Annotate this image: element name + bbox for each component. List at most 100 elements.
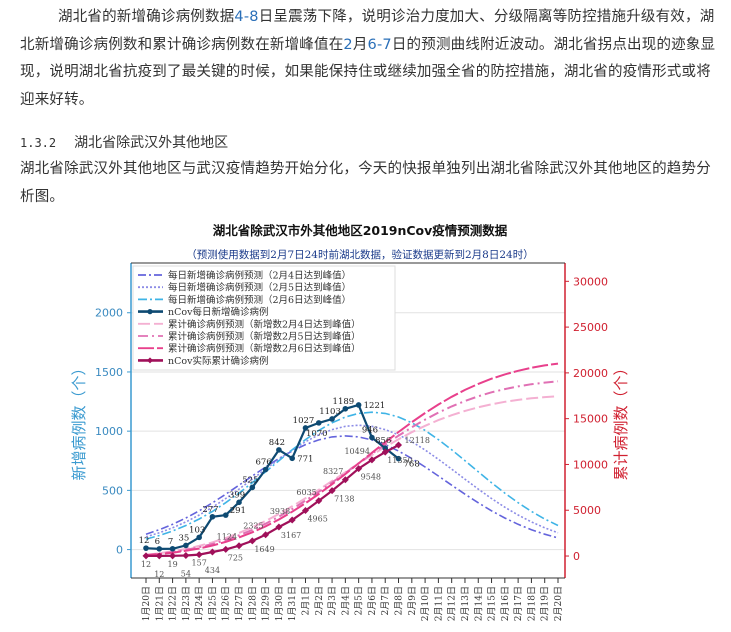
data-label: 1027 bbox=[293, 416, 315, 426]
x-tick-label: 2月5日 bbox=[354, 586, 365, 615]
x-tick-label: 2月14日 bbox=[473, 586, 484, 621]
legend-marker bbox=[147, 357, 153, 364]
data-label: 1221 bbox=[364, 401, 386, 411]
x-tick-label: 1月26日 bbox=[221, 586, 232, 621]
y-tick-label-right: 5000 bbox=[573, 504, 601, 517]
x-tick-label: 2月9日 bbox=[407, 586, 418, 615]
text-number: 2 bbox=[343, 36, 353, 53]
x-tick-label: 2月6日 bbox=[367, 586, 378, 615]
data-label: 525 bbox=[242, 475, 258, 485]
y-tick-label-left: 1000 bbox=[95, 425, 123, 438]
x-tick-label: 2月20日 bbox=[553, 586, 564, 621]
prediction-line bbox=[145, 435, 559, 539]
data-point bbox=[143, 545, 149, 551]
x-tick-label: 2月19日 bbox=[540, 586, 551, 621]
x-tick-label: 1月27日 bbox=[234, 586, 245, 621]
data-label: 3938 bbox=[270, 507, 290, 516]
legend-label: 累计确诊病例预测（新增数2月6日达到峰值） bbox=[168, 343, 361, 355]
text-number: 4-8 bbox=[234, 9, 259, 25]
data-point bbox=[182, 552, 190, 560]
prediction-line bbox=[145, 362, 559, 557]
data-label: 12 bbox=[139, 536, 150, 546]
data-label: 4965 bbox=[307, 515, 327, 524]
legend-label: 累计确诊病例预测（新增数2月4日达到峰值） bbox=[168, 318, 361, 330]
y-tick-label-right: 30000 bbox=[573, 275, 608, 288]
data-point bbox=[315, 497, 323, 505]
x-tick-label: 2月15日 bbox=[487, 586, 498, 621]
prediction-line bbox=[145, 411, 559, 540]
x-tick-label: 1月21日 bbox=[154, 586, 165, 621]
data-point bbox=[381, 448, 389, 456]
x-tick-label: 2月13日 bbox=[460, 586, 471, 621]
prediction-line bbox=[145, 424, 559, 538]
x-tick-label: 2月12日 bbox=[447, 586, 458, 621]
data-point bbox=[288, 516, 296, 524]
y-tick-label-right: 25000 bbox=[573, 321, 608, 334]
data-point bbox=[222, 512, 229, 518]
chart-container: 湖北省除武汉市外其他地区2019nCov疫情预测数据 （预测使用数据到2月7日2… bbox=[0, 215, 731, 632]
legend-label: 累计确诊病例预测（新增数2月5日达到峰值） bbox=[168, 331, 361, 343]
x-tick-label: 2月7日 bbox=[380, 586, 391, 615]
data-point bbox=[155, 552, 163, 560]
data-label: 35 bbox=[178, 533, 189, 543]
data-point bbox=[195, 551, 203, 559]
data-label: 12 bbox=[154, 570, 164, 579]
data-point bbox=[276, 447, 282, 453]
data-label: 1103 bbox=[319, 407, 341, 417]
data-label: 291 bbox=[230, 506, 246, 516]
data-label: 399 bbox=[229, 490, 245, 500]
y-tick-label-left: 1500 bbox=[95, 366, 123, 379]
legend-label: nCov实际累计确诊病例 bbox=[168, 355, 268, 367]
data-point bbox=[249, 484, 256, 491]
data-label: 103 bbox=[189, 525, 205, 535]
legend-marker bbox=[147, 309, 153, 315]
data-label: 842 bbox=[269, 438, 285, 448]
section-title: 湖北省除武汉外其他地区 bbox=[74, 135, 229, 151]
data-label: 6 bbox=[155, 537, 160, 547]
data-label: 12118 bbox=[405, 436, 430, 445]
data-point bbox=[289, 455, 295, 462]
section-heading: 1.3.2 湖北省除武汉外其他地区 bbox=[20, 132, 731, 154]
legend-label: 每日新增确诊病例预测（2月5日达到峰值） bbox=[168, 282, 351, 294]
data-label: 946 bbox=[362, 426, 378, 436]
data-label: 9548 bbox=[361, 473, 381, 482]
data-point bbox=[208, 548, 216, 556]
text-number: 6-7 bbox=[367, 36, 392, 53]
legend-box bbox=[132, 265, 396, 371]
data-label: 725 bbox=[228, 553, 243, 562]
x-tick-label: 1月20日 bbox=[141, 586, 152, 621]
legend-label: 每日新增确诊病例预测（2月4日达到峰值） bbox=[168, 270, 351, 282]
x-tick-label: 1月29日 bbox=[261, 586, 272, 621]
data-point bbox=[368, 456, 376, 464]
x-tick-label: 2月3日 bbox=[327, 586, 338, 615]
data-label: 6035 bbox=[296, 488, 316, 497]
data-point bbox=[315, 420, 322, 426]
data-point bbox=[328, 487, 336, 495]
x-tick-label: 1月23日 bbox=[181, 586, 192, 621]
data-point bbox=[395, 455, 402, 462]
y-tick-label-right: 20000 bbox=[573, 367, 608, 380]
data-label: 7138 bbox=[334, 495, 354, 504]
data-point bbox=[355, 402, 362, 408]
data-label: 10494 bbox=[344, 447, 369, 456]
y-tick-label-right: 10000 bbox=[573, 458, 608, 471]
data-label: 277 bbox=[202, 505, 218, 515]
y-tick-label-left: 500 bbox=[102, 484, 123, 497]
data-label: 856 bbox=[375, 436, 391, 446]
x-tick-label: 1月28日 bbox=[247, 586, 258, 621]
data-label: 54 bbox=[181, 570, 191, 579]
data-point bbox=[369, 434, 375, 441]
text: 湖北省的新增确诊病例数据 bbox=[58, 9, 235, 25]
data-label: 1189 bbox=[333, 397, 355, 407]
data-label: 434 bbox=[205, 566, 220, 575]
x-tick-label: 2月2日 bbox=[314, 586, 325, 615]
data-point bbox=[262, 466, 269, 473]
legend-label: 每日新增确诊病例预测（2月6日达到峰值） bbox=[168, 294, 351, 306]
legend-label: nCov每日新增确诊病例 bbox=[168, 306, 268, 318]
x-tick-label: 1月31日 bbox=[287, 586, 298, 621]
data-point bbox=[342, 405, 349, 412]
data-point bbox=[248, 537, 256, 545]
text: 日的预测曲线附近波动。湖北省拐点出现的迹象显现，说明湖北省抗疫到了最关键的时候，… bbox=[20, 36, 716, 108]
y-axis-title-right: 累计病例数（个） bbox=[612, 360, 630, 480]
data-point bbox=[169, 545, 176, 552]
